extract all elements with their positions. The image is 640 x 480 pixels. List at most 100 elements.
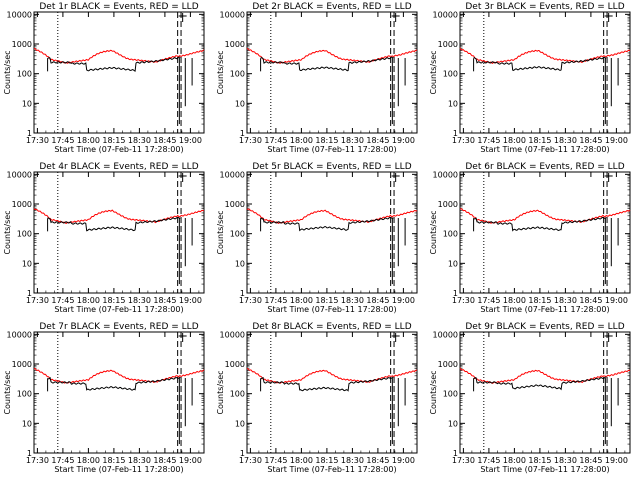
x-tick-label: 17:30 xyxy=(239,456,262,465)
x-tick-label: 18:30 xyxy=(128,296,151,305)
detector-panel-3: Det 3r BLACK = Events, RED = LLD 1 10 100 10… xyxy=(429,2,631,154)
events-series-line xyxy=(473,56,607,71)
x-tick-label: 18:45 xyxy=(579,136,602,145)
panel-title: Det 5r BLACK = Events, RED = LLD xyxy=(252,162,411,172)
x-tick-label: 18:30 xyxy=(554,296,577,305)
y-tick-label: 100 xyxy=(443,70,458,79)
x-tick-label: 18:45 xyxy=(153,456,176,465)
x-tick-label: 18:30 xyxy=(341,136,364,145)
lld-series-line xyxy=(246,47,418,64)
lld-series-line xyxy=(459,47,631,64)
y-tick-label: 1 xyxy=(27,289,32,298)
x-tick-label: 18:15 xyxy=(315,136,338,145)
detector-panel-4: Det 4r BLACK = Events, RED = LLD 1 10 100 10… xyxy=(3,162,205,314)
y-tick-label: 1000 xyxy=(225,200,245,209)
plot-frame xyxy=(246,11,418,134)
y-tick-label: 10000 xyxy=(433,330,458,339)
events-series-line xyxy=(473,216,607,232)
y-tick-label: 10000 xyxy=(433,170,458,179)
x-axis-label: Start Time (07-Feb-11 17:28:00) xyxy=(54,145,183,154)
y-tick-label: 1 xyxy=(453,129,458,138)
events-series-line xyxy=(47,56,181,72)
panel-title: Det 1r BLACK = Events, RED = LLD xyxy=(39,2,198,12)
plot-frame xyxy=(33,171,205,294)
y-tick-label: 100 xyxy=(443,390,458,399)
x-tick-label: 17:45 xyxy=(477,296,500,305)
x-tick-label: 18:30 xyxy=(341,456,364,465)
detector-panel-8: Det 8r BLACK = Events, RED = LLD 1 10 100 10… xyxy=(216,322,418,474)
y-tick-label: 10000 xyxy=(220,170,245,179)
y-tick-label: 10 xyxy=(235,419,245,428)
x-tick-label: 17:30 xyxy=(26,136,49,145)
panel-title: Det 6r BLACK = Events, RED = LLD xyxy=(465,162,624,172)
x-tick-label: 19:00 xyxy=(392,136,415,145)
x-tick-label: 18:15 xyxy=(315,296,338,305)
y-tick-label: 100 xyxy=(230,390,245,399)
plot-frame xyxy=(33,331,205,454)
x-tick-label: 18:00 xyxy=(77,296,100,305)
x-tick-label: 17:45 xyxy=(51,456,74,465)
x-tick-label: 18:15 xyxy=(528,136,551,145)
y-tick-label: 10 xyxy=(448,419,458,428)
y-tick-label: 1 xyxy=(453,449,458,458)
y-tick-label: 100 xyxy=(17,70,32,79)
y-axis-label: Counts/sec xyxy=(429,50,438,94)
detector-panel-7: Det 7r BLACK = Events, RED = LLD 1 10 100 10… xyxy=(3,322,205,474)
y-axis-label: Counts/sec xyxy=(216,50,225,94)
x-tick-label: 18:30 xyxy=(128,456,151,465)
y-tick-label: 10 xyxy=(22,419,32,428)
x-tick-label: 17:30 xyxy=(452,456,475,465)
x-tick-label: 18:15 xyxy=(102,296,125,305)
x-tick-label: 17:45 xyxy=(477,456,500,465)
lld-series-line xyxy=(246,367,418,384)
x-tick-label: 18:00 xyxy=(77,136,100,145)
y-tick-label: 10000 xyxy=(433,10,458,19)
x-tick-label: 17:45 xyxy=(264,456,287,465)
x-tick-label: 19:00 xyxy=(179,296,202,305)
panel-title: Det 9r BLACK = Events, RED = LLD xyxy=(465,322,624,332)
x-tick-label: 19:00 xyxy=(605,136,628,145)
y-tick-label: 10 xyxy=(448,99,458,108)
y-tick-label: 1 xyxy=(27,449,32,458)
x-tick-label: 18:15 xyxy=(315,456,338,465)
x-tick-label: 18:30 xyxy=(554,136,577,145)
y-tick-label: 100 xyxy=(17,230,32,239)
plot-frame xyxy=(246,171,418,294)
y-tick-label: 1 xyxy=(240,449,245,458)
y-tick-label: 1000 xyxy=(12,360,32,369)
x-tick-label: 19:00 xyxy=(392,456,415,465)
x-tick-label: 18:45 xyxy=(579,456,602,465)
y-tick-label: 1 xyxy=(27,129,32,138)
x-tick-label: 18:15 xyxy=(528,456,551,465)
y-tick-label: 10 xyxy=(22,99,32,108)
x-tick-label: 18:45 xyxy=(153,136,176,145)
events-series-line xyxy=(473,376,607,391)
x-tick-label: 17:45 xyxy=(264,136,287,145)
y-tick-label: 100 xyxy=(443,230,458,239)
x-axis-label: Start Time (07-Feb-11 17:28:00) xyxy=(267,465,396,474)
x-tick-label: 19:00 xyxy=(179,456,202,465)
x-tick-label: 19:00 xyxy=(179,136,202,145)
panel-title: Det 4r BLACK = Events, RED = LLD xyxy=(39,162,198,172)
plot-frame xyxy=(459,331,631,454)
plot-frame xyxy=(459,171,631,294)
x-tick-label: 17:30 xyxy=(239,296,262,305)
x-axis-label: Start Time (07-Feb-11 17:28:00) xyxy=(480,145,609,154)
y-tick-label: 10000 xyxy=(7,170,32,179)
panel-title: Det 8r BLACK = Events, RED = LLD xyxy=(252,322,411,332)
x-tick-label: 17:45 xyxy=(477,136,500,145)
x-tick-label: 18:15 xyxy=(102,136,125,145)
lld-series-line xyxy=(459,367,631,384)
x-tick-label: 17:45 xyxy=(51,296,74,305)
y-tick-label: 1000 xyxy=(225,360,245,369)
x-tick-label: 18:30 xyxy=(128,136,151,145)
y-tick-label: 1000 xyxy=(225,40,245,49)
y-tick-label: 10 xyxy=(235,99,245,108)
x-tick-label: 18:45 xyxy=(153,296,176,305)
y-axis-label: Counts/sec xyxy=(429,210,438,254)
y-tick-label: 10000 xyxy=(7,10,32,19)
detector-panel-1: Det 1r BLACK = Events, RED = LLD 1 10 100 10… xyxy=(3,2,205,154)
y-tick-label: 10 xyxy=(448,259,458,268)
x-tick-label: 17:45 xyxy=(264,296,287,305)
